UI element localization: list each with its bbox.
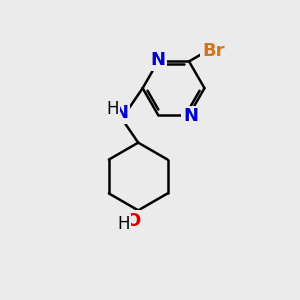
Text: Br: Br — [202, 42, 225, 60]
Text: N: N — [151, 51, 166, 69]
Text: N: N — [183, 107, 198, 125]
Text: O: O — [125, 212, 140, 230]
Text: H: H — [106, 100, 118, 118]
Text: N: N — [113, 104, 128, 122]
Text: H: H — [117, 215, 130, 233]
